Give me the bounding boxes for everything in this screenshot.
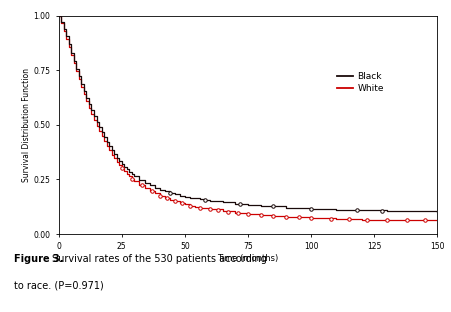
Text: Survival rates of the 530 patients according: Survival rates of the 530 patients accor…: [52, 254, 267, 264]
Legend: Black, White: Black, White: [333, 68, 387, 97]
Text: Figure 3.: Figure 3.: [14, 254, 63, 264]
Text: to race. (P=0.971): to race. (P=0.971): [14, 281, 103, 291]
Y-axis label: Survival Distribution Function: Survival Distribution Function: [22, 68, 31, 182]
X-axis label: Time (months): Time (months): [217, 254, 279, 263]
